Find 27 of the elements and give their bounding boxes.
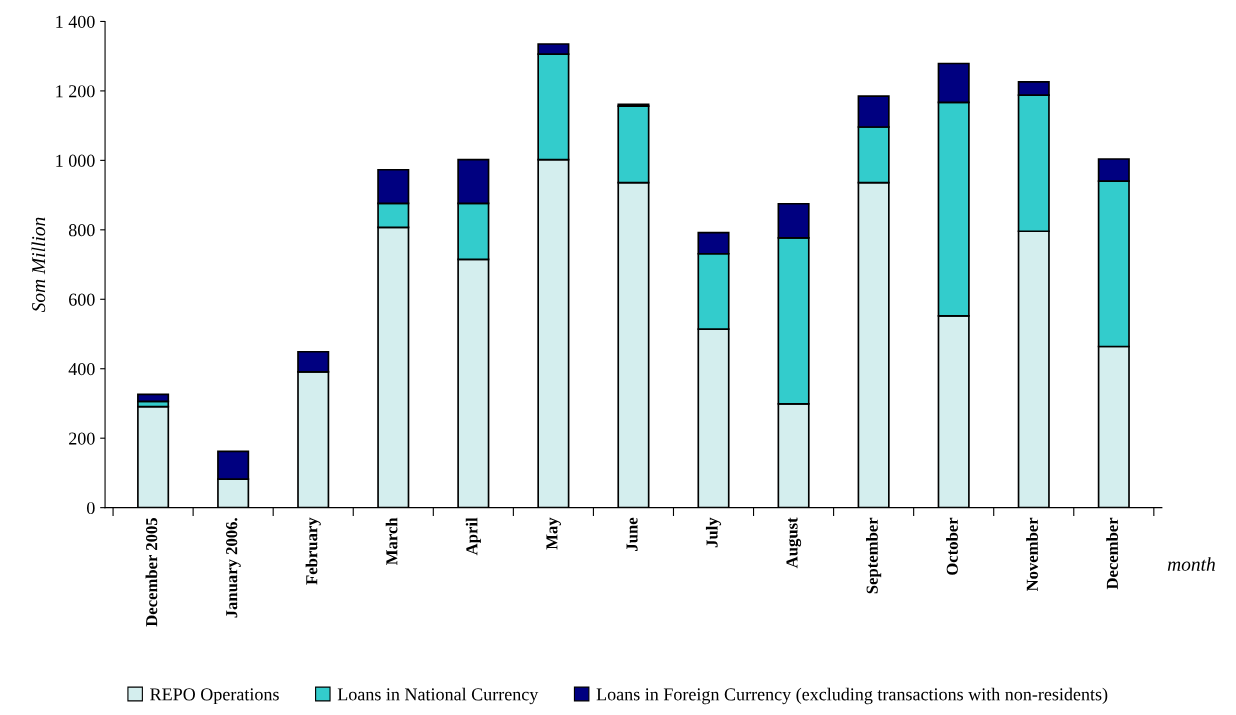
legend-label: REPO Operations <box>150 688 279 705</box>
x-tick-label: March <box>385 517 398 565</box>
y-tick-label: 0 <box>87 501 95 515</box>
x-tick-label: August <box>786 517 802 569</box>
y-axis-title: Som Million <box>31 217 46 313</box>
y-tick-label: 200 <box>69 432 95 445</box>
x-tick-label: September <box>866 517 882 594</box>
y-tick-label: 1 400 <box>56 15 95 28</box>
bar <box>137 393 170 403</box>
legend-label: Loans in Foreign Currency (excluding transactions with non-residents) <box>596 687 1108 705</box>
y-tick-label: 400 <box>68 362 95 376</box>
x-tick-label: July <box>705 517 722 548</box>
x-tick-label: April <box>465 517 481 556</box>
y-tick-label: 1 200 <box>56 85 95 98</box>
y-tick-label: 600 <box>69 293 95 306</box>
x-tick-label: January 2006. <box>226 518 241 618</box>
x-tick-label: June <box>626 517 638 551</box>
x-tick-label: May <box>546 517 561 550</box>
y-tick-label: 1 000 <box>56 154 95 167</box>
x-tick-label: February <box>305 517 321 585</box>
x-tick-label: December <box>1106 517 1118 590</box>
x-tick-label: December 2005 <box>145 517 158 627</box>
y-tick-label: 800 <box>68 224 95 237</box>
legend-label: Loans in National Currency <box>337 687 539 705</box>
x-tick-label: November <box>1026 517 1038 592</box>
x-tick-label: October <box>946 517 958 575</box>
x-axis-title: month <box>1167 557 1215 571</box>
